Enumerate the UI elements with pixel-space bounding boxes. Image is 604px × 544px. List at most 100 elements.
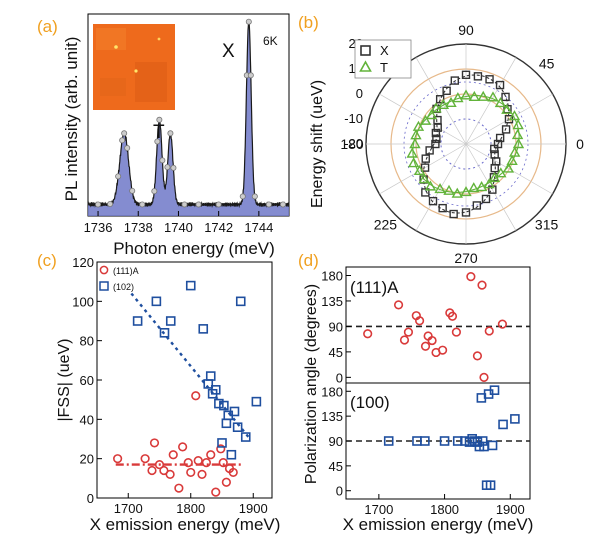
panel-d-y-tick-label: 0 xyxy=(336,484,343,499)
point-102 xyxy=(205,371,216,381)
spectrum-marker xyxy=(265,201,272,208)
polar-point-x xyxy=(461,208,471,217)
panel-label-b: (b) xyxy=(298,13,319,32)
polar-point-t xyxy=(406,147,418,158)
polar-point-t xyxy=(430,102,442,113)
point-111a xyxy=(159,465,169,476)
polar-point-t xyxy=(511,128,524,140)
panel-c-y-tick-label: 20 xyxy=(80,452,94,467)
polar-spoke xyxy=(415,57,467,145)
spectrum-marker xyxy=(129,187,136,194)
polar-point-t xyxy=(487,91,499,102)
point-angle-100 xyxy=(498,419,508,430)
polar-point-t xyxy=(495,167,507,178)
panel-d-y-axis-label: Polarization angle (degrees) xyxy=(303,284,320,484)
spectrum-marker xyxy=(156,116,163,123)
panel-c-ticks: 0 20 40 60 80 100 120 1700 1800 1900 xyxy=(72,255,267,516)
point-angle-111a xyxy=(438,345,448,355)
point-111a xyxy=(206,450,216,460)
point-111a xyxy=(178,442,188,452)
point-102 xyxy=(251,396,262,407)
polar-point-x xyxy=(490,150,499,159)
polar-point-t xyxy=(512,138,525,149)
polar-point-t xyxy=(434,183,446,194)
polar-point-t xyxy=(508,110,521,121)
point-angle-111a xyxy=(451,327,462,337)
panel-c-x-tick-label: 1700 xyxy=(114,501,143,516)
polar-point-x xyxy=(450,76,460,85)
panel-a-y-axis-label: PL intensity (arb. unit) xyxy=(62,37,81,202)
panel-c-y-tick-label: 0 xyxy=(87,491,94,506)
point-102 xyxy=(210,385,221,395)
polar-point-t xyxy=(468,90,481,101)
point-102 xyxy=(185,280,196,291)
polar-point-x xyxy=(425,146,434,155)
peak-label-x: X xyxy=(222,41,235,62)
polar-angle-label: 45 xyxy=(539,55,555,71)
point-angle-111a xyxy=(477,280,487,290)
panel-c: (c) 0 20 40 60 80 100 120 1700 1800 1900 (111)A (… xyxy=(37,251,280,534)
panel-b-angle-ticks: 0 45 90 180 225 270 315 xyxy=(340,22,584,266)
panel-d-y-tick-label: 90 xyxy=(329,319,343,334)
polar-point-t xyxy=(501,103,513,114)
polar-point-x xyxy=(442,86,451,95)
spectrum-marker xyxy=(181,201,188,208)
point-111a xyxy=(183,458,193,468)
spectrum-line xyxy=(87,21,290,209)
point-angle-111a xyxy=(479,372,489,382)
polar-point-t xyxy=(425,109,438,120)
polar-point-x xyxy=(461,70,471,80)
panel-b-polar-plot xyxy=(365,43,567,245)
polar-point-x xyxy=(495,80,505,90)
legend-label-111a: (111)A xyxy=(113,266,139,276)
polar-angle-label: 0 xyxy=(576,136,584,152)
polar-point-x xyxy=(473,72,483,81)
point-111a xyxy=(168,450,178,460)
panel-label-c: (c) xyxy=(37,251,57,270)
panel-b: (b) Energy shift (ueV) 20100-10-20 04590… xyxy=(298,13,584,266)
panel-a-x-tick-label: 1744 xyxy=(244,220,273,235)
spectrum-marker xyxy=(245,18,252,25)
panel-c-y-tick-label: 120 xyxy=(72,255,94,270)
polar-point-x xyxy=(431,139,440,149)
legend-marker-111a xyxy=(99,265,109,275)
legend-marker-x xyxy=(360,45,371,56)
point-111a xyxy=(193,456,203,466)
point-angle-111a xyxy=(472,351,483,361)
spectrum-marker xyxy=(139,201,146,208)
panel-b-legend: X T xyxy=(354,39,412,79)
panel-d-top-annotation: (111)A xyxy=(350,278,399,297)
polar-point-x xyxy=(501,92,510,102)
panel-c-y-tick-label: 80 xyxy=(80,334,94,349)
polar-point-t xyxy=(483,178,495,189)
spectrum-marker xyxy=(115,173,122,180)
spectrum-marker xyxy=(215,201,222,208)
point-angle-111a xyxy=(393,300,404,310)
polar-point-t xyxy=(443,184,455,195)
polar-point-x xyxy=(431,128,441,138)
panel-d-y-tick-label: 180 xyxy=(321,268,343,283)
panel-a-x-tick-label: 1738 xyxy=(124,220,153,235)
point-102 xyxy=(235,296,246,307)
polar-point-x xyxy=(481,194,491,204)
point-102 xyxy=(229,406,240,417)
spectrum-marker xyxy=(279,201,286,208)
point-angle-111a xyxy=(415,316,425,326)
point-111a xyxy=(218,458,228,468)
polar-point-t xyxy=(512,119,524,130)
point-111a xyxy=(113,454,123,464)
panel-d-x-tick-label: 1700 xyxy=(364,502,393,517)
point-111a xyxy=(228,467,238,478)
spectrum-marker xyxy=(154,138,161,145)
panel-c-legend: (111)A (102) xyxy=(99,265,139,292)
polar-point-t xyxy=(413,164,426,176)
point-angle-100 xyxy=(510,414,520,424)
polar-fit-curve-t xyxy=(412,95,520,193)
polar-point-t xyxy=(409,138,421,149)
panel-d-x-tick-label: 1800 xyxy=(430,502,459,517)
panel-label-a: (a) xyxy=(37,17,58,36)
point-111a xyxy=(165,469,175,480)
panel-d-bottom-annotation: (100) xyxy=(350,393,390,412)
panel-label-d: (d) xyxy=(298,251,319,270)
